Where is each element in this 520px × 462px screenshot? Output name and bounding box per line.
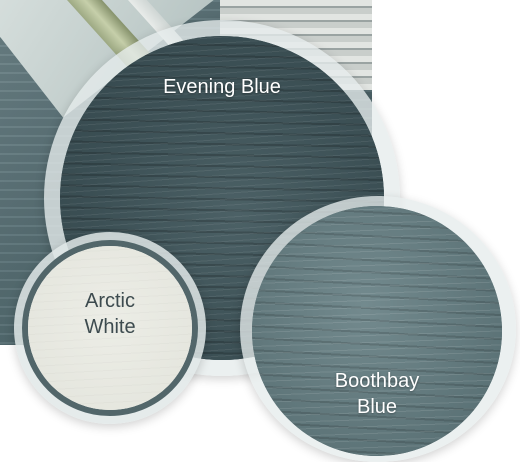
swatch-boothbay-blue: Boothbay Blue [240, 196, 516, 462]
wood-grain-texture [28, 246, 192, 410]
wood-grain-texture [252, 206, 502, 456]
swatch-arctic-white-label-line2: White [84, 316, 136, 338]
swatch-arctic-white: Arctic White [14, 232, 206, 424]
swatch-boothbay-blue-texture: Boothbay Blue [252, 206, 502, 456]
swatch-arctic-white-label: Arctic White [28, 288, 192, 340]
swatch-arctic-white-texture: Arctic White [28, 246, 192, 410]
swatch-boothbay-blue-label-line1: Boothbay [334, 370, 420, 392]
swatch-arctic-white-ring [22, 240, 198, 416]
swatch-arctic-white-label-line1: Arctic [85, 290, 135, 312]
swatch-boothbay-blue-label: Boothbay Blue [252, 368, 502, 420]
swatch-boothbay-blue-label-line2: Blue [356, 396, 398, 418]
swatch-evening-blue-label: Evening Blue [163, 76, 281, 98]
